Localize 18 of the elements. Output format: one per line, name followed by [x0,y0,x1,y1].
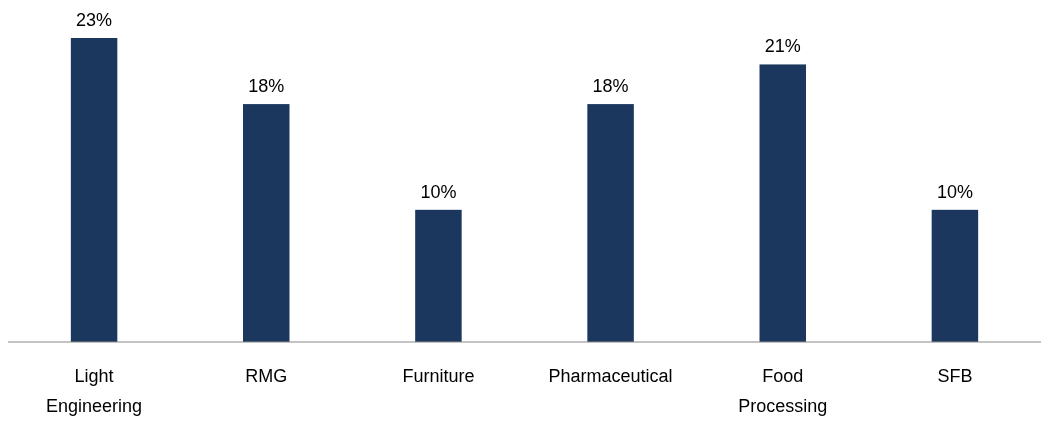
x-tick-label: RMG [245,366,288,386]
bar [931,209,979,342]
bar [759,64,806,342]
bar [70,38,118,342]
data-label: 10% [420,181,457,202]
data-label: 23% [76,10,113,30]
bar [243,104,290,342]
bar [415,209,462,342]
x-tick-label: Food Processing [738,366,828,416]
data-label: 21% [764,36,801,57]
data-label: 18% [592,76,629,97]
data-label: 10% [936,181,973,202]
bar [587,104,634,342]
x-tick-label: Furniture [402,366,475,386]
x-tick-label: Pharmaceutical [548,366,673,386]
x-tick-label: Light Engineering [46,366,143,416]
data-label: 18% [248,76,285,97]
x-tick-label: SFB [937,366,973,386]
